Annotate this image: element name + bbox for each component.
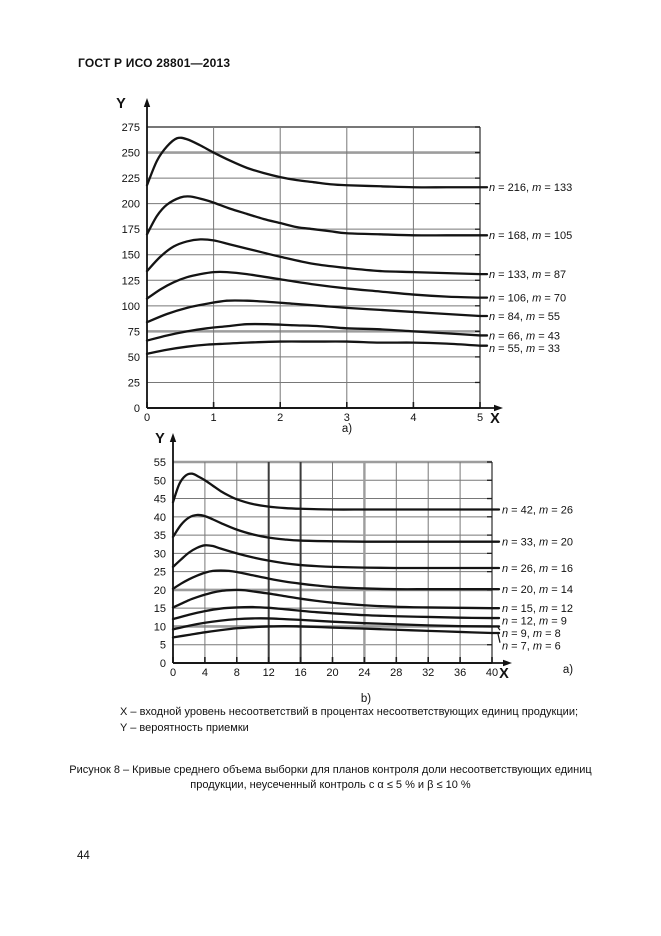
x-tick-label: 4 <box>410 412 416 424</box>
x-tick-label: 28 <box>390 667 402 679</box>
extra-sub-label: a) <box>563 664 573 676</box>
y-tick-label: 0 <box>134 403 140 415</box>
curve-n66-m43 <box>145 322 489 342</box>
x-tick-label: 5 <box>477 412 483 424</box>
y-tick-label: 30 <box>154 548 166 560</box>
curve-n42-m26 <box>171 472 501 511</box>
x-tick-label: 8 <box>234 667 240 679</box>
chart-a-svg: 0 1 2 3 4 50255075100125150175200225250275XYn… <box>116 96 572 435</box>
x-tick-label: 3 <box>344 412 350 424</box>
x-tick-label: 0 <box>170 667 176 679</box>
y-tick-label: 25 <box>128 377 140 389</box>
x-axis-arrow <box>494 404 503 412</box>
y-axis-label: Y <box>116 96 126 112</box>
x-tick-label: 16 <box>294 667 306 679</box>
series-label: n = 7, m = 6 <box>502 640 561 652</box>
y-tick-label: 50 <box>154 475 166 487</box>
y-tick-label: 225 <box>122 173 140 185</box>
series-label: n = 216, m = 133 <box>489 182 572 194</box>
y-axis-arrow <box>169 433 177 442</box>
y-tick-label: 275 <box>122 122 140 134</box>
y-tick-label: 125 <box>122 275 140 287</box>
series-label: n = 42, m = 26 <box>502 504 573 516</box>
y-tick-label: 20 <box>154 585 166 597</box>
chart-b-svg: 0 4 8 12 16 20 24 28 32 36 40 0 5 10 15 20 25 30 35 40 45 50 5… <box>154 431 574 705</box>
x-tick-label: 20 <box>326 667 338 679</box>
curve-n133-m87 <box>145 238 489 276</box>
x-tick-label: 36 <box>454 667 466 679</box>
figure-caption: Рисунок 8 – Кривые среднего объема выбор… <box>69 764 592 791</box>
y-tick-label: 50 <box>128 352 140 364</box>
curve-n216-m133 <box>145 136 489 189</box>
x-axis-label: X <box>499 666 509 682</box>
y-tick-label: 55 <box>154 457 166 469</box>
x-tick-label: 1 <box>211 412 217 424</box>
x-tick-label: 0 <box>144 412 150 424</box>
x-axis-arrow <box>503 659 512 667</box>
y-tick-label: 250 <box>122 148 140 160</box>
x-tick-label: 12 <box>263 667 275 679</box>
x-tick-label: 2 <box>277 412 283 424</box>
y-tick-label: 100 <box>122 301 140 313</box>
curve-n168-m105 <box>145 195 489 237</box>
y-tick-label: 150 <box>122 250 140 262</box>
series-label: n = 84, m = 55 <box>489 311 560 323</box>
sub-label-a: a) <box>342 423 352 435</box>
series-label: n = 12, m = 9 <box>502 615 567 627</box>
series-label: n = 133, m = 87 <box>489 269 566 281</box>
legend-note-y: Y – вероятность приемки <box>120 722 249 734</box>
y-tick-label: 10 <box>154 621 166 633</box>
y-tick-label: 35 <box>154 530 166 542</box>
series-label: n = 9, m = 8 <box>502 628 561 640</box>
y-tick-label: 5 <box>160 640 166 652</box>
series-label: n = 26, m = 16 <box>502 563 573 575</box>
curve-n12-m9 <box>171 605 501 621</box>
curve-n84-m55 <box>145 299 489 324</box>
y-tick-label: 0 <box>160 658 166 670</box>
y-tick-label: 45 <box>154 494 166 506</box>
y-tick-label: 15 <box>154 603 166 615</box>
series-label: n = 106, m = 70 <box>489 292 566 304</box>
label-pointer <box>497 627 501 631</box>
y-tick-label: 25 <box>154 567 166 579</box>
x-tick-label: 24 <box>358 667 370 679</box>
sub-label-b: b) <box>361 693 371 705</box>
curve-n55-m33 <box>145 340 489 355</box>
y-tick-label: 75 <box>128 326 140 338</box>
y-tick-label: 200 <box>122 199 140 211</box>
series-label: n = 55, m = 33 <box>489 343 560 355</box>
y-tick-label: 40 <box>154 512 166 524</box>
y-axis-label: Y <box>155 431 165 447</box>
label-pointer <box>497 633 501 643</box>
x-tick-label: 32 <box>422 667 434 679</box>
curve-n9-m8 <box>171 617 501 631</box>
document-header: ГОСТ Р ИСО 28801—2013 <box>78 56 231 70</box>
curve-n33-m20 <box>171 513 501 543</box>
curve-n7-m6 <box>171 624 501 639</box>
curve-n106-m70 <box>145 270 489 300</box>
curve-n26-m16 <box>171 544 501 570</box>
series-label: n = 66, m = 43 <box>489 330 560 342</box>
x-tick-label: 4 <box>202 667 208 679</box>
x-tick-label: 40 <box>486 667 498 679</box>
curve-n15-m12 <box>171 588 501 610</box>
series-label: n = 15, m = 12 <box>502 603 573 615</box>
page-number: 44 <box>77 850 90 862</box>
series-label: n = 33, m = 20 <box>502 536 573 548</box>
y-axis-arrow <box>143 98 151 107</box>
curve-n20-m14 <box>171 569 501 591</box>
x-axis-label: X <box>490 411 500 427</box>
series-label: n = 20, m = 14 <box>502 584 573 596</box>
series-label: n = 168, m = 105 <box>489 230 572 242</box>
chart-b: 0 4 8 12 16 20 24 28 32 36 40 0 5 10 15 20 25 30 35 40 45 50 5… <box>118 425 658 723</box>
legend-note-x: X – входной уровень несоответствий в про… <box>120 706 579 718</box>
y-tick-label: 175 <box>122 224 140 236</box>
